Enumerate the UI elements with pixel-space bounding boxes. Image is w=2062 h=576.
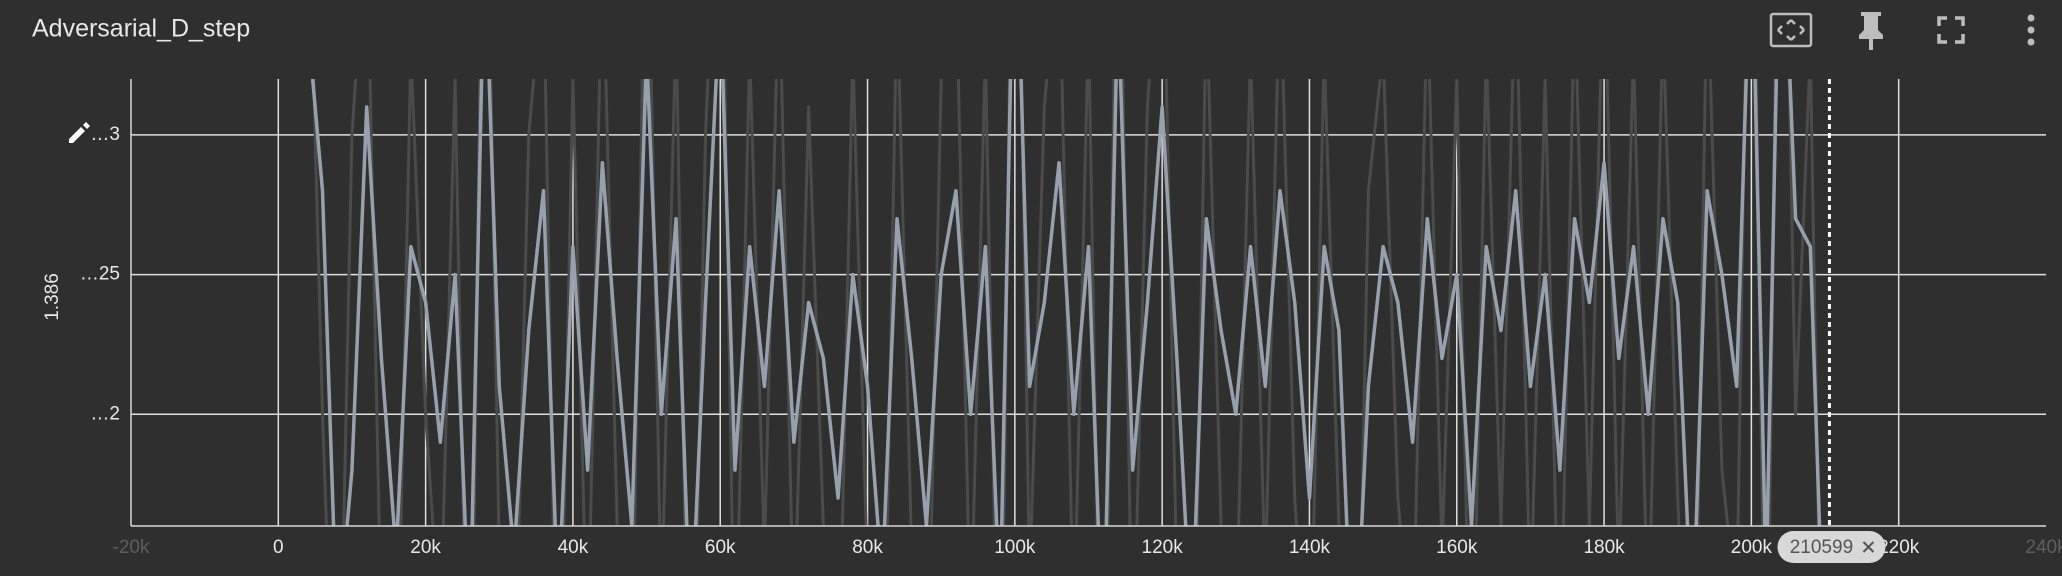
plot-lines: [310, 79, 1822, 526]
series-line: [310, 79, 1822, 526]
y-tick-label: …25: [80, 264, 120, 285]
pin-button[interactable]: [1859, 12, 1883, 50]
chart-title: Adversarial_D_step: [32, 15, 250, 43]
x-tick-label: 220k: [1878, 537, 1920, 558]
x-tick-label: 40k: [558, 537, 589, 558]
cursor-badge-bg: [1777, 531, 1886, 563]
edit-axis-icon[interactable]: [69, 122, 90, 143]
y-tick-label: …2: [90, 403, 120, 424]
y-tick-label: …3: [90, 124, 120, 145]
x-tick-label: 180k: [1583, 537, 1625, 558]
x-tick-label: 80k: [852, 537, 883, 558]
fullscreen-button[interactable]: [1937, 16, 1965, 44]
cursor-step-label: 210599: [1790, 537, 1853, 558]
more-button[interactable]: [2027, 14, 2035, 46]
x-tick-label: 20k: [410, 537, 441, 558]
fit-domain-button[interactable]: [1769, 12, 1813, 48]
x-tick-label: 240k: [2025, 537, 2062, 558]
x-tick-label: 100k: [994, 537, 1036, 558]
x-tick-label: 160k: [1436, 537, 1478, 558]
cursor-close-icon[interactable]: [1862, 541, 1875, 553]
cursor-badge[interactable]: 210599: [1777, 531, 1886, 563]
x-tick-label: 60k: [705, 537, 736, 558]
x-tick-label: -20k: [113, 537, 150, 558]
x-tick-label: 200k: [1731, 537, 1773, 558]
x-tick-label: 140k: [1289, 537, 1331, 558]
tick-labels: …2 …25 …3 -20k 0 20k 40k 60k 80k 100k 120k 140k 160k…: [80, 124, 2062, 558]
cursor: 210599: [1777, 79, 1886, 563]
x-tick-label: 120k: [1142, 537, 1184, 558]
y-axis-label: 1.386: [42, 273, 63, 321]
x-tick-label: 0: [273, 537, 284, 558]
